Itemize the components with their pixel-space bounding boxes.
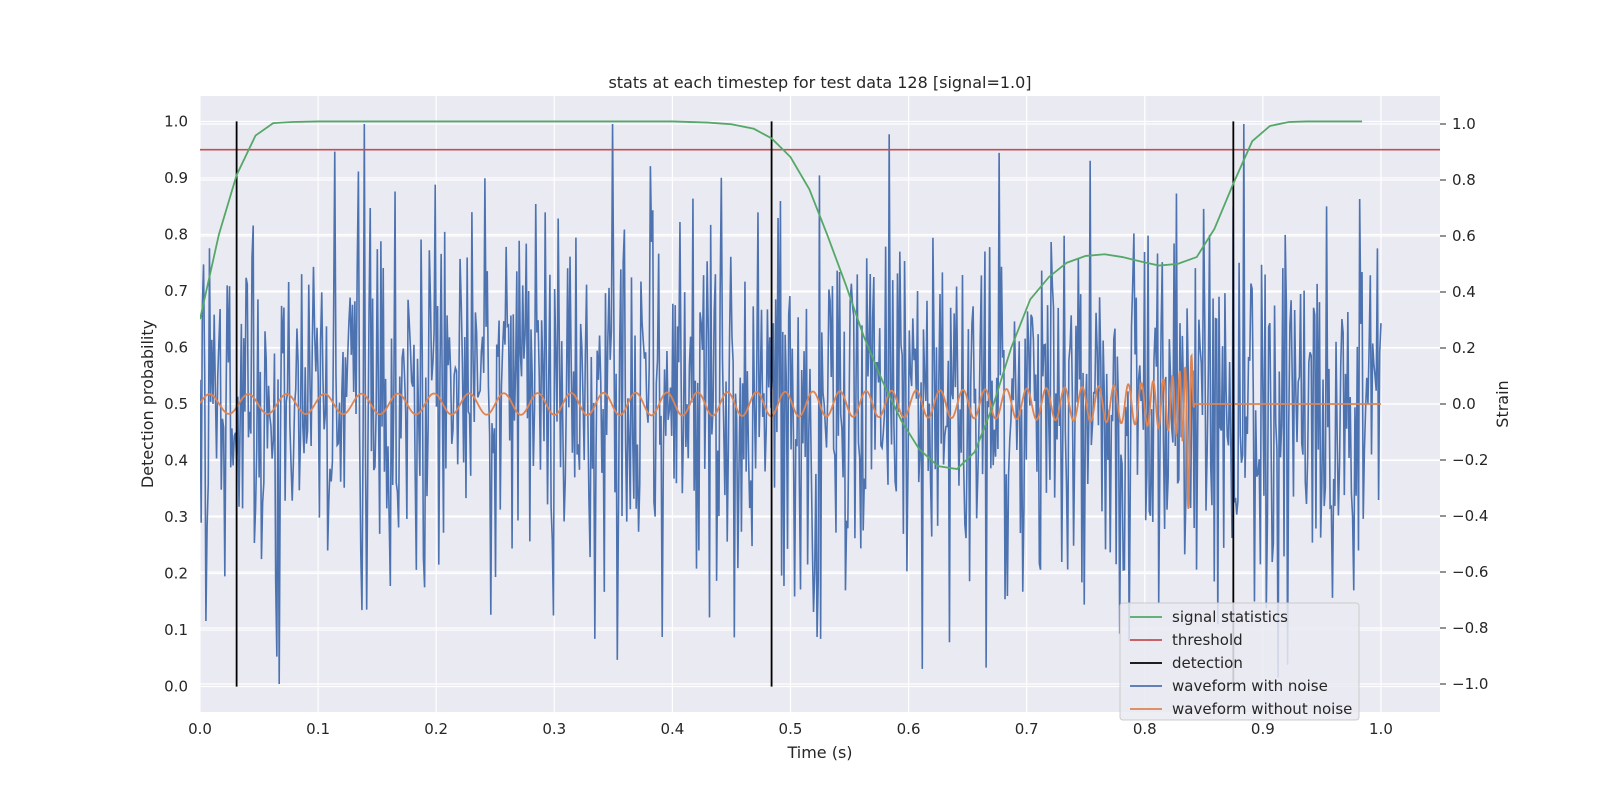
x-tick-label: 0.9 [1251,720,1275,738]
x-tick-label: 0.0 [188,720,212,738]
plot-lines [200,120,1440,687]
left-tick-label: 0.8 [164,225,188,243]
left-tick-label: 0.4 [164,452,188,470]
series-waveform-without-noise [200,353,1381,510]
left-tick-label: 1.0 [164,112,188,130]
series-signal-statistics [200,120,1363,470]
x-tick-label: 0.1 [306,720,330,738]
left-tick-label: 0.9 [164,169,188,187]
right-tick-label: −0.6 [1452,563,1488,581]
right-tick-label: −0.2 [1452,451,1488,469]
x-axis-ticks: 0.0 0.1 0.2 0.3 0.4 0.5 0.6 0.7 0.8 0.9 1.0 [188,720,1393,738]
right-tick-label: 0.6 [1452,227,1476,245]
right-tick-label: 0.0 [1452,395,1476,413]
right-tick-label: −1.0 [1452,675,1488,693]
x-tick-label: 0.7 [1015,720,1039,738]
right-axis-label: Strain [1493,380,1512,427]
legend-label-waveform-with-noise: waveform with noise [1172,677,1328,695]
right-axis-ticks: −1.0 −0.8 −0.6 −0.4 −0.2 0.0 0.2 0.4 0.6 0.8 1.0 [1440,115,1488,693]
right-tick-label: −0.4 [1452,507,1488,525]
x-tick-label: 0.4 [660,720,684,738]
x-tick-label: 0.6 [897,720,921,738]
legend-label-waveform-without-noise: waveform without noise [1172,700,1352,718]
right-tick-label: 0.2 [1452,339,1476,357]
left-tick-label: 0.1 [164,621,188,639]
legend: signal statistics threshold detection wa… [1119,602,1360,721]
left-tick-label: 0.7 [164,282,188,300]
legend-label-detection: detection [1172,654,1243,672]
left-tick-label: 0.0 [164,678,188,696]
x-tick-label: 1.0 [1369,720,1393,738]
legend-box [1119,602,1360,721]
chart-title: stats at each timestep for test data 128… [608,73,1031,92]
right-tick-label: 1.0 [1452,115,1476,133]
x-tick-label: 0.8 [1133,720,1157,738]
legend-label-signal-statistics: signal statistics [1172,608,1288,626]
right-tick-label: 0.8 [1452,171,1476,189]
right-tick-label: −0.8 [1452,619,1488,637]
left-tick-label: 0.3 [164,508,188,526]
right-tick-label: 0.4 [1452,283,1476,301]
left-tick-label: 0.2 [164,565,188,583]
left-tick-label: 0.6 [164,338,188,356]
series-waveform-with-noise [200,123,1382,685]
x-axis-label: Time (s) [786,743,852,762]
left-tick-label: 0.5 [164,395,188,413]
x-tick-label: 0.5 [779,720,803,738]
legend-label-threshold: threshold [1172,631,1243,649]
left-axis-label: Detection probability [138,320,157,488]
left-axis-ticks: 0.0 0.1 0.2 0.3 0.4 0.5 0.6 0.7 0.8 0.9 1.0 [164,112,188,695]
x-tick-label: 0.2 [424,720,448,738]
x-tick-label: 0.3 [542,720,566,738]
